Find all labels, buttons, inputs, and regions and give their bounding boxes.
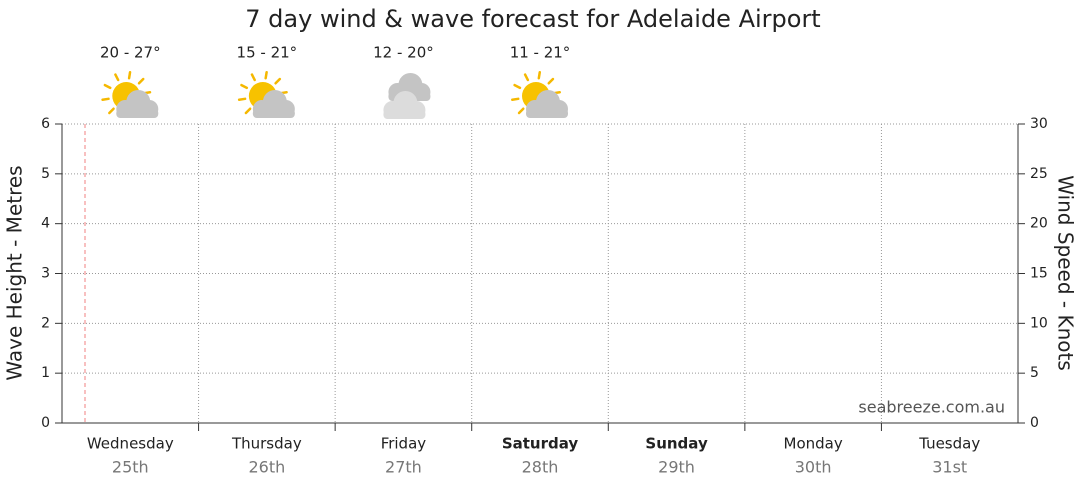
x-tick-label: Tuesday — [918, 435, 980, 453]
sun-ray — [547, 77, 555, 85]
sun-ray — [127, 71, 132, 80]
x-date-label: 28th — [522, 458, 559, 477]
y2-tick-label: 5 — [1030, 365, 1039, 381]
temperature: 15 - 21° — [237, 44, 298, 62]
weather-icon — [237, 71, 295, 118]
sun-ray — [517, 107, 525, 115]
cloud-part — [252, 109, 295, 118]
sun-ray — [137, 77, 145, 85]
y-tick-label: 4 — [41, 216, 50, 232]
x-date-label: 27th — [385, 458, 422, 477]
y-tick-label: 2 — [41, 315, 50, 331]
y2-tick-label: 15 — [1030, 266, 1048, 282]
y2-tick-label: 20 — [1030, 216, 1048, 232]
sun-ray — [264, 71, 268, 80]
x-date-label: 31st — [932, 458, 967, 477]
x-date-label: 29th — [658, 458, 695, 477]
sun-ray — [537, 71, 542, 80]
weather-icon — [511, 71, 568, 118]
y-tick-label: 0 — [41, 415, 50, 431]
x-tick-label: Saturday — [502, 435, 579, 453]
weather-icon — [101, 71, 159, 118]
x-tick-label: Monday — [784, 435, 843, 453]
y-tick-label: 1 — [41, 365, 50, 381]
sun-ray — [274, 77, 282, 85]
sun-ray — [108, 107, 115, 115]
chart-title: 7 day wind & wave forecast for Adelaide … — [245, 5, 820, 33]
sun-ray — [250, 73, 256, 82]
y2-tick-label: 25 — [1030, 166, 1048, 182]
sun-ray — [523, 73, 530, 82]
sun-ray — [244, 107, 252, 115]
cloud-part — [116, 109, 159, 118]
x-tick-label: Thursday — [231, 435, 302, 453]
temperature: 11 - 21° — [510, 44, 571, 62]
cloud-part — [526, 109, 568, 118]
sun-ray — [240, 83, 249, 90]
y2-axis-label: Wind Speed - Knots — [1054, 175, 1078, 371]
sun-ray — [103, 83, 112, 90]
cloud-part — [383, 110, 426, 119]
sun-ray — [513, 83, 522, 90]
x-tick-label: Sunday — [645, 435, 708, 453]
x-date-label: 25th — [112, 458, 149, 477]
y2-tick-label: 10 — [1030, 315, 1048, 331]
y-tick-label: 6 — [41, 116, 50, 132]
y-tick-label: 3 — [41, 266, 50, 282]
sun-ray — [511, 97, 520, 102]
x-date-label: 26th — [248, 458, 285, 477]
watermark: seabreeze.com.au — [858, 398, 1005, 417]
sun-ray — [237, 97, 247, 102]
weather-icon — [383, 73, 431, 119]
temperature: 12 - 20° — [373, 44, 434, 62]
x-date-label: 30th — [795, 458, 832, 477]
y-tick-label: 5 — [41, 166, 50, 182]
y2-tick-label: 0 — [1030, 415, 1039, 431]
sun-ray — [101, 97, 110, 102]
sun-ray — [114, 73, 120, 82]
temperature: 20 - 27° — [100, 44, 161, 62]
y2-tick-label: 30 — [1030, 116, 1048, 132]
x-tick-label: Wednesday — [87, 435, 174, 453]
y-axis-label: Wave Height - Metres — [3, 165, 27, 380]
x-tick-label: Friday — [381, 435, 427, 453]
